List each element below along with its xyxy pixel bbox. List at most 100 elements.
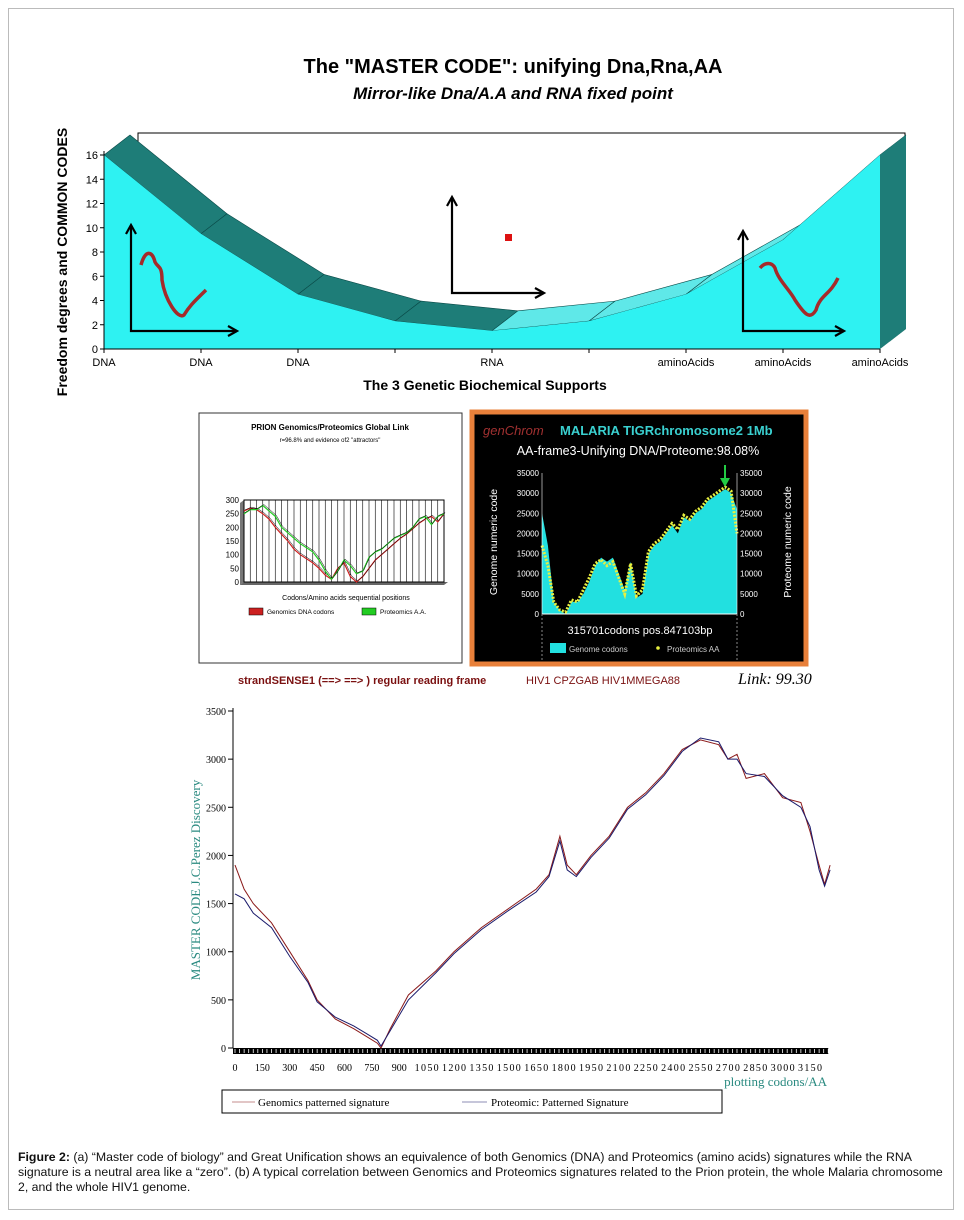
- prion-subtitle: r=96.8% and evidence of2 "attractors": [280, 438, 381, 444]
- area-front: [104, 155, 880, 349]
- caption-text: (a) “Master code of biology” and Great U…: [18, 1150, 943, 1194]
- prion-series-shadow: [244, 506, 446, 582]
- dna-axes-arrow-icon: [129, 225, 237, 333]
- y-tick-label: 8: [92, 247, 98, 259]
- hiv-x-tick-label: 900: [392, 1063, 407, 1074]
- prion-y-tick-label: 150: [226, 537, 240, 546]
- x-tick-label: aminoAcids: [658, 357, 715, 369]
- y-tick-label: 6: [92, 271, 98, 283]
- malaria-right-tick-label: 10000: [740, 570, 763, 579]
- aa-signature-squiggle: [758, 261, 840, 317]
- dna-signature-squiggle: [139, 251, 208, 318]
- x-tick-label: aminoAcids: [755, 357, 812, 369]
- hiv-y-tick-label: 1500: [206, 900, 226, 911]
- prion-y-tick-label: 300: [226, 496, 240, 505]
- rna-fixed-point: [505, 234, 512, 241]
- hiv-x-tick-label: 0: [233, 1063, 238, 1074]
- prion-left-wall: [240, 500, 244, 585]
- peak-arrow-head-icon: [720, 478, 730, 487]
- malaria-subtitle: AA-frame3-Unifying DNA/Proteome:98.08%: [517, 444, 759, 458]
- hiv-y-tick-label: 1000: [206, 948, 226, 959]
- hiv-series-line: [234, 737, 831, 1048]
- prion-y-tick-label: 200: [226, 523, 240, 532]
- malaria-right-tick-label: 5000: [740, 590, 758, 599]
- hiv-x-tick-label: 600: [337, 1063, 352, 1074]
- y-tick-label: 0: [92, 344, 98, 356]
- hiv-x-tick-label: 300: [282, 1063, 297, 1074]
- y-axis-title: Freedom degrees and COMMON CODES: [54, 128, 70, 396]
- prion-x-axis-title: Codons/Amino acids sequential positions: [282, 595, 410, 602]
- prion-legend-swatch: [361, 607, 377, 616]
- master-code-subtitle: Mirror-like Dna/A.A and RNA fixed point: [353, 84, 673, 103]
- malaria-right-tick-label: 15000: [740, 550, 763, 559]
- hiv-x-tick-label: 2550: [688, 1063, 712, 1074]
- hiv-label: HIV1 CPZGAB HIV1MMEGA88: [526, 675, 681, 687]
- malaria-genome-area: [542, 489, 737, 614]
- malaria-panel: [469, 409, 809, 667]
- hiv-x-tick-label: 750: [364, 1063, 379, 1074]
- hiv-y-tick-label: 2000: [206, 851, 226, 862]
- aa-axes-arrow-icon: [741, 231, 844, 333]
- y-tick-label: 16: [86, 150, 98, 162]
- hiv-legend-label: Genomics patterned signature: [258, 1097, 389, 1109]
- dna-axes-arrow-icon-head-right: [227, 325, 240, 337]
- rna-axes-arrow-icon-head-up: [446, 194, 458, 207]
- hiv-y-tick-label: 2500: [206, 803, 226, 814]
- hiv-x-axis-ticks: [233, 1048, 829, 1054]
- hiv-y-tick-label: 0: [221, 1044, 226, 1055]
- hiv-x-tick-label: 1650: [524, 1063, 548, 1074]
- malaria-right-axis-title: Proteome numeric code: [782, 486, 794, 598]
- prion-legend-swatch: [248, 607, 264, 616]
- caption-label: Figure 2:: [18, 1150, 70, 1164]
- x-tick-label: DNA: [286, 357, 310, 369]
- link-value: Link: 99.30: [738, 671, 812, 688]
- hiv-x-tick-label: 1050: [415, 1063, 439, 1074]
- malaria-left-tick-label: 5000: [521, 590, 539, 599]
- malaria-left-tick-label: 20000: [517, 529, 540, 538]
- hiv-x-tick-label: 1200: [442, 1063, 466, 1074]
- hiv-x-tick-label: 1500: [497, 1063, 521, 1074]
- malaria-left-tick-label: 30000: [517, 489, 540, 498]
- malaria-left-tick-label: 10000: [517, 570, 540, 579]
- hiv-x-tick-label: 150: [255, 1063, 270, 1074]
- prion-series-shadow: [244, 504, 446, 579]
- strand-label: strandSENSE1 (==> ==> ) regular reading …: [238, 675, 487, 687]
- x-tick-label: aminoAcids: [852, 357, 909, 369]
- malaria-left-tick-label: 15000: [517, 550, 540, 559]
- prion-title: PRION Genomics/Proteomics Global Link: [251, 423, 409, 432]
- malaria-right-tick-label: 20000: [740, 529, 763, 538]
- prion-y-tick-label: 100: [226, 551, 240, 560]
- master-code-title: The "MASTER CODE": unifying Dna,Rna,AA: [303, 56, 723, 78]
- dna-axes-arrow-icon-head-up: [125, 222, 137, 235]
- y-tick-label: 12: [86, 199, 98, 211]
- malaria-left-tick-label: 0: [535, 610, 540, 619]
- x-tick-label: DNA: [92, 357, 116, 369]
- prion-legend-label: Proteomics A.A.: [380, 609, 426, 616]
- y-tick-label: 14: [86, 174, 98, 186]
- malaria-right-tick-label: 0: [740, 610, 745, 619]
- hiv-x-tick-label: 3000: [771, 1063, 795, 1074]
- prion-legend-label: Genomics DNA codons: [267, 609, 335, 616]
- prion-floor: [240, 582, 448, 585]
- hiv-legend-box: [221, 1089, 723, 1114]
- hiv-x-tick-label: 3150: [798, 1063, 822, 1074]
- right-wall: [880, 135, 906, 349]
- y-tick-label: 4: [92, 296, 98, 308]
- hiv-x-tick-label: 2100: [606, 1063, 630, 1074]
- malaria-right-tick-label: 30000: [740, 489, 763, 498]
- figure-frame: [8, 8, 954, 1210]
- malaria-legend-dot: [656, 646, 660, 650]
- prion-y-tick-label: 50: [230, 564, 239, 573]
- hiv-x-tick-label: 2850: [743, 1063, 767, 1074]
- malaria-left-tick-label: 25000: [517, 509, 540, 518]
- y-tick-label: 2: [92, 320, 98, 332]
- malaria-title: MALARIA TIGRchromosome2 1Mb: [560, 423, 773, 438]
- hiv-x-tick-label: 2400: [661, 1063, 685, 1074]
- malaria-left-axis-title: Genome numeric code: [488, 489, 500, 595]
- hiv-x-tick-label: 450: [310, 1063, 325, 1074]
- hiv-y-axis-title: MASTER CODE J.C.Perez Discovery: [188, 779, 203, 980]
- hiv-y-tick-label: 3000: [206, 755, 226, 766]
- malaria-legend-label: Proteomics AA: [667, 645, 720, 654]
- x-axis-title: The 3 Genetic Biochemical Supports: [363, 377, 607, 393]
- hiv-x-tick-label: 2250: [634, 1063, 658, 1074]
